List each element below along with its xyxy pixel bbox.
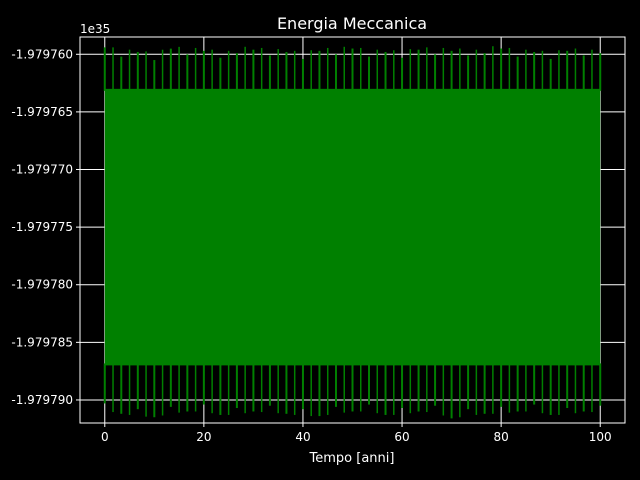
- x-tick-label: 0: [101, 430, 109, 444]
- y-tick-label: -1.979785: [11, 335, 73, 349]
- chart-title: Energia Meccanica: [277, 14, 427, 33]
- x-tick-label: 40: [295, 430, 310, 444]
- series-energia: [103, 46, 602, 419]
- y-tick-label: -1.979770: [11, 163, 73, 177]
- y-tick-label: -1.979760: [11, 47, 73, 61]
- x-tick-label: 20: [196, 430, 211, 444]
- axes-frame: [79, 36, 626, 424]
- y-tick-label: -1.979775: [11, 220, 73, 234]
- series-band: [104, 88, 601, 366]
- x-tick-label: 60: [394, 430, 409, 444]
- x-axis-label: Tempo [anni]: [309, 451, 395, 466]
- ticks: 0 20 40 60 80 100 -1.979790 -1.979785 -1.979780 -…: [11, 47, 611, 444]
- y-offset-label: 1e35: [80, 22, 110, 36]
- y-tick-label: -1.979790: [11, 393, 73, 407]
- x-tick-label: 100: [589, 430, 612, 444]
- y-tick-label: -1.979780: [11, 278, 73, 292]
- y-tick-label: -1.979765: [11, 105, 73, 119]
- x-tick-label: 80: [493, 430, 508, 444]
